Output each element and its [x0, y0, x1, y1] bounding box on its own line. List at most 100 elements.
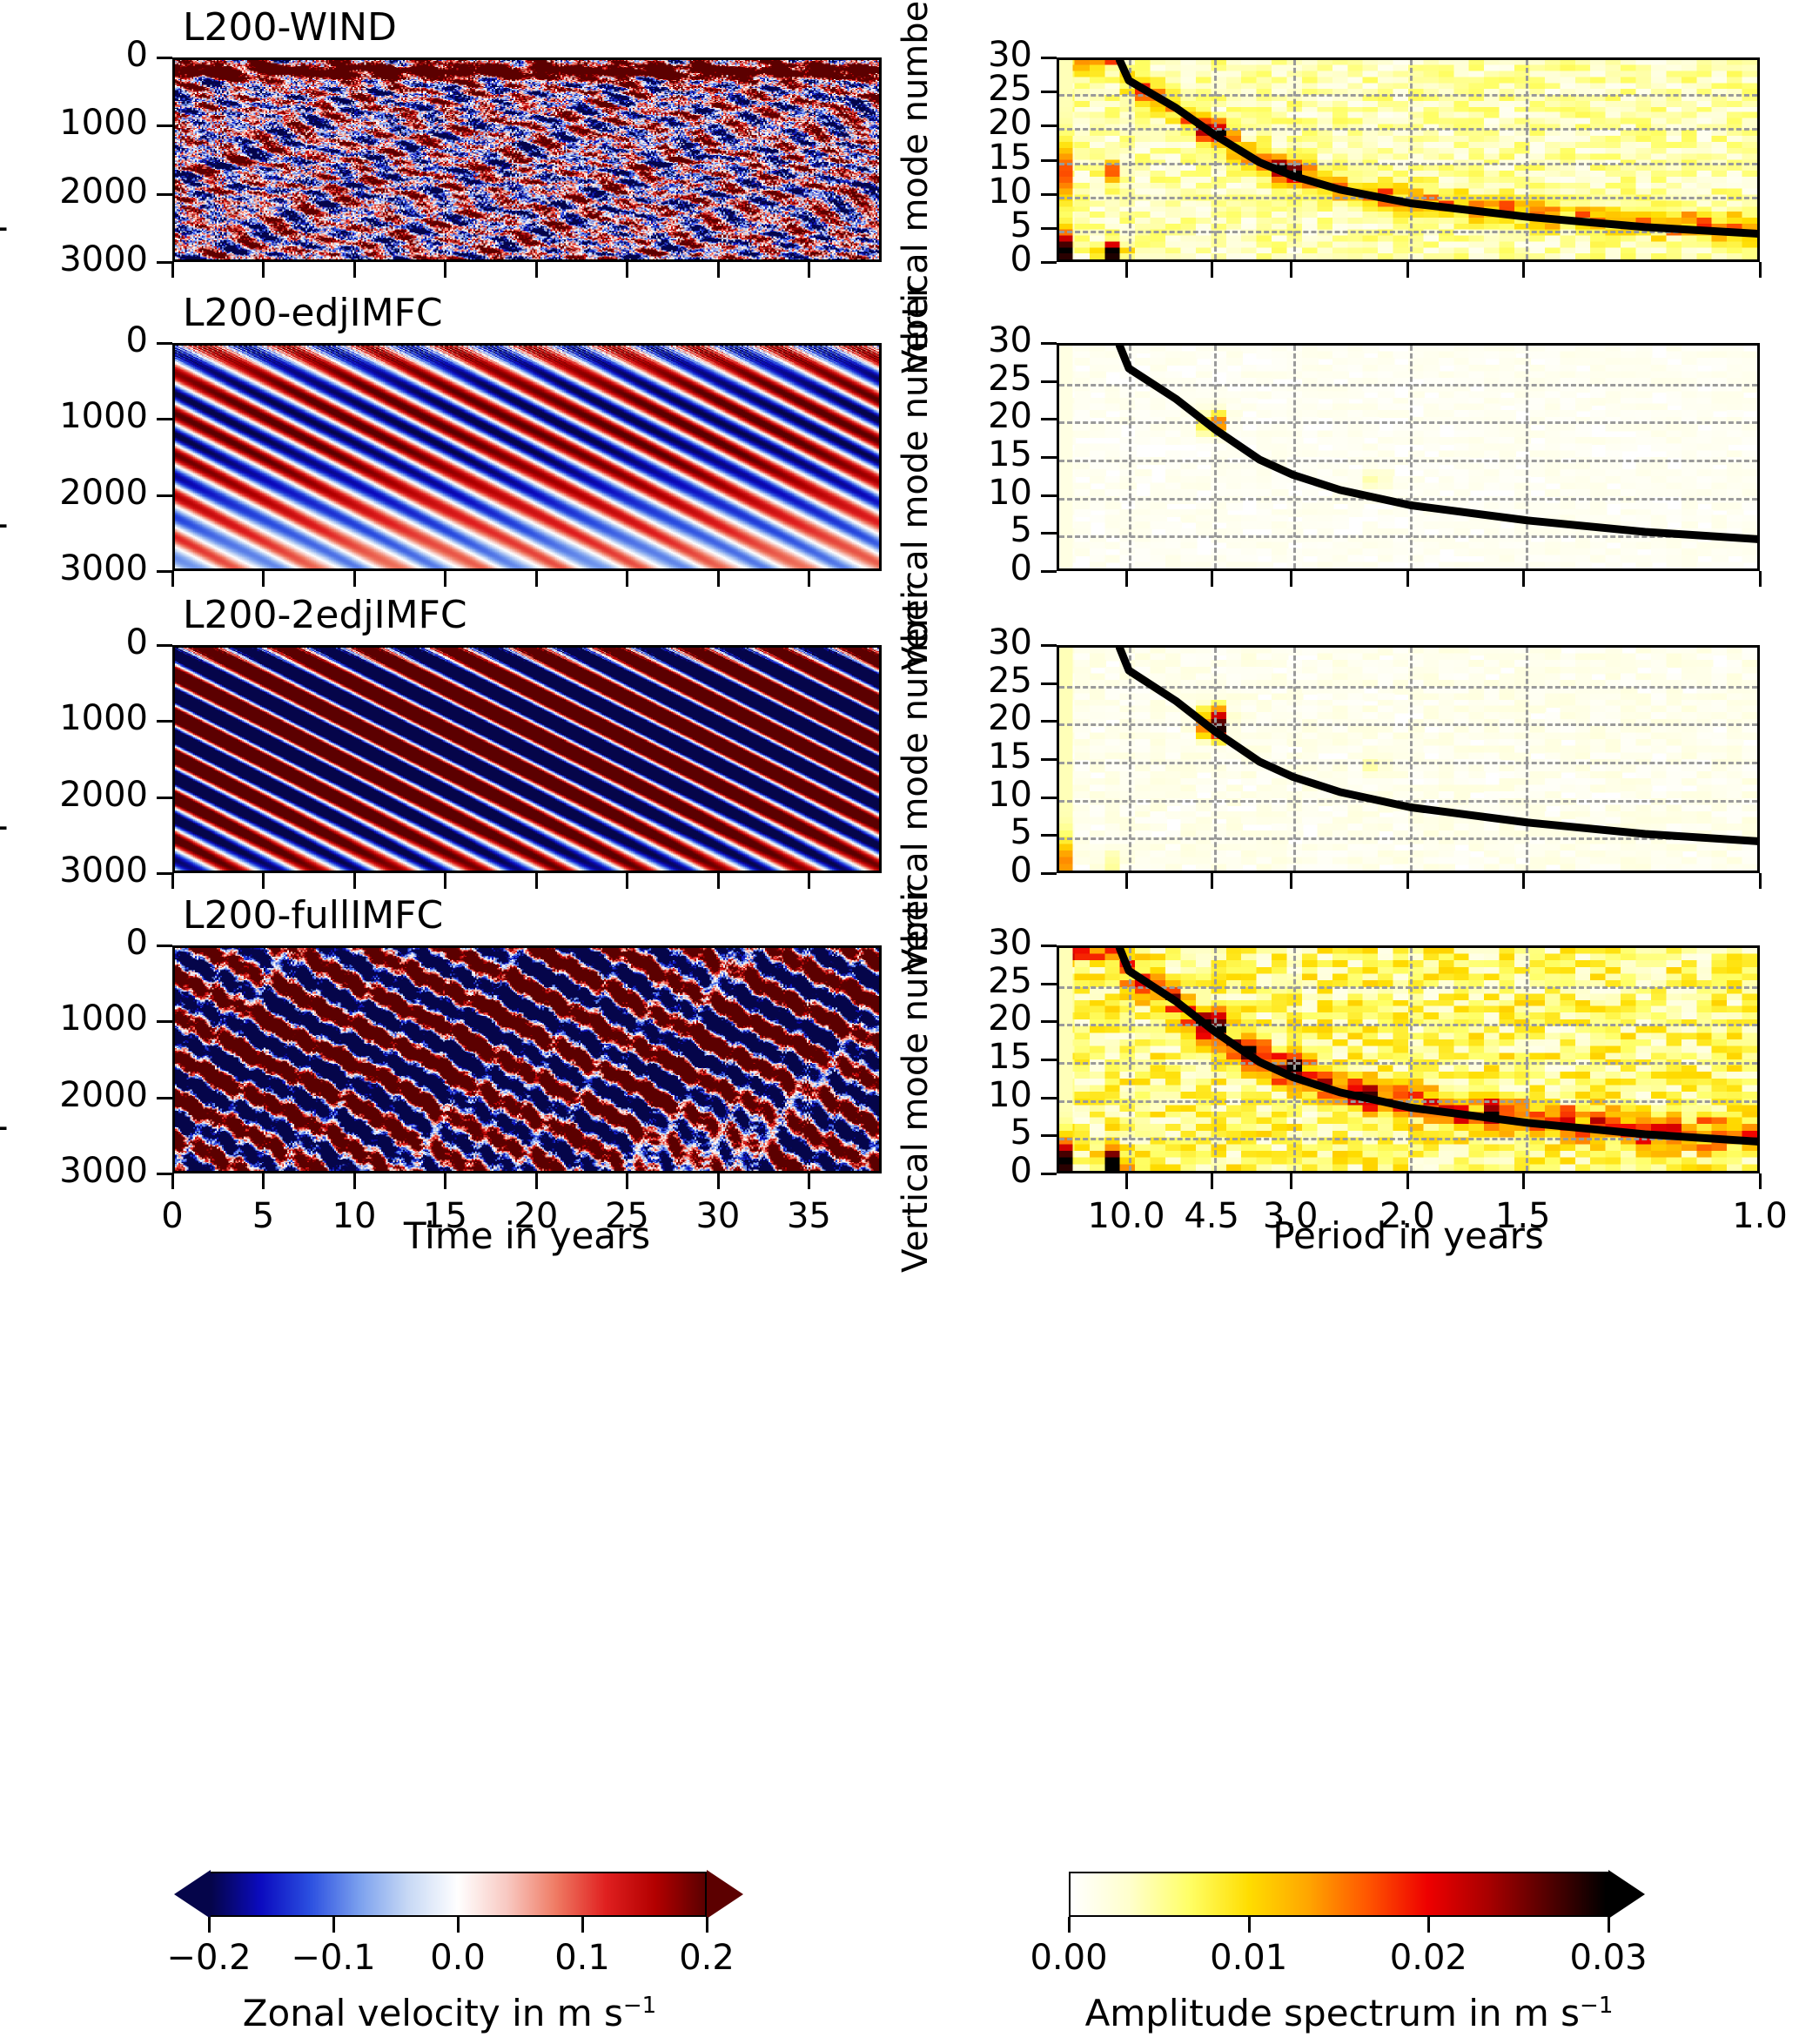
left-ytick-label: 2000	[59, 171, 148, 212]
right-ytick-label: 25	[988, 358, 1032, 399]
left-ytick-label: 1000	[59, 103, 148, 144]
spectrum-gridline-v	[1214, 60, 1218, 259]
right-ytick-label: 0	[1010, 851, 1032, 891]
right-ytick-mark	[1041, 261, 1057, 264]
right-xtick-mark	[1124, 873, 1128, 889]
spectrum-gridline-v	[1292, 648, 1296, 871]
right-xtick-mark	[1759, 262, 1762, 278]
spectrum-gridline-v	[1525, 948, 1528, 1171]
left-xtick-mark	[262, 1173, 265, 1189]
right-xtick-label: 10.0	[1087, 1196, 1165, 1236]
hovmoeller-panel-3	[172, 645, 882, 873]
left-ytick-mark	[157, 720, 172, 723]
right-ytick-label: 30	[988, 35, 1032, 75]
left-xtick-mark	[352, 571, 356, 587]
right-xtick-mark	[1289, 262, 1292, 278]
right-xtick-mark	[1759, 571, 1762, 587]
left-ytick-label: 3000	[59, 239, 148, 279]
right-xtick-mark	[1289, 1173, 1292, 1189]
left-yaxis-label: Depth in m	[0, 987, 8, 1181]
right-ytick-label: 15	[988, 434, 1032, 474]
left-xtick-mark	[534, 873, 538, 889]
left-xtick-mark	[171, 262, 174, 278]
right-ytick-mark	[1041, 91, 1057, 94]
left-xtick-label: 0	[161, 1196, 184, 1236]
left-ytick-mark	[157, 872, 172, 875]
right-ytick-mark	[1041, 192, 1057, 196]
right-ytick-mark	[1041, 834, 1057, 837]
left-ytick-mark	[157, 192, 172, 196]
zonal-velocity-colorbar	[209, 1872, 707, 1917]
left-ytick-label: 0	[125, 923, 148, 963]
right-xtick-mark	[1211, 571, 1214, 587]
left-xtick-label: 30	[695, 1196, 741, 1236]
right-xtick-mark	[1521, 873, 1525, 889]
dispersion-curve-1	[1115, 60, 1757, 238]
left-xtick-mark	[534, 262, 538, 278]
right-ytick-mark	[1041, 532, 1057, 535]
left-xtick-mark	[352, 873, 356, 889]
right-ytick-mark	[1041, 945, 1057, 947]
colorbar-right-arrow-icon	[707, 1870, 743, 1919]
zonal-colorbar-tick-mark	[332, 1917, 335, 1933]
amplitude-spectrum-colorbar-label: Amplitude spectrum in m s−1	[899, 1992, 1799, 2034]
zonal-velocity-colorbar-label-text: Zonal velocity in m s	[242, 1992, 623, 2034]
left-xtick-mark	[262, 262, 265, 278]
right-ytick-mark	[1041, 57, 1057, 59]
right-xtick-mark	[1521, 262, 1525, 278]
zonal-colorbar-tick-label: 0.2	[679, 1938, 735, 1978]
left-ytick-mark	[157, 261, 172, 264]
right-ytick-mark	[1041, 1020, 1057, 1024]
amplitude-colorbar-tick-label: 0.00	[1030, 1938, 1108, 1978]
right-xtick-mark	[1521, 1173, 1525, 1189]
left-ytick-mark	[157, 1020, 172, 1024]
spectrum-gridline-h	[1059, 535, 1757, 539]
right-xtick-mark	[1759, 873, 1762, 889]
right-ytick-mark	[1041, 456, 1057, 459]
right-ytick-mark	[1041, 1096, 1057, 1099]
left-xtick-mark	[626, 1173, 629, 1189]
left-ytick-label: 2000	[59, 472, 148, 513]
right-ytick-mark	[1041, 982, 1057, 985]
hovmoeller-panel-4	[172, 945, 882, 1173]
right-ytick-label: 20	[988, 998, 1032, 1039]
spectrum-gridline-v	[1409, 948, 1413, 1171]
hovmoeller-panel-2	[172, 343, 882, 571]
hovmoeller-image-4	[175, 948, 879, 1171]
right-ytick-mark	[1041, 682, 1057, 685]
left-xtick-mark	[808, 1173, 811, 1189]
colorbar-left-arrow-icon	[174, 1870, 211, 1919]
spectrum-gridline-v	[1409, 648, 1413, 871]
left-ytick-mark	[157, 570, 172, 573]
spectrum-gridline-v	[1409, 60, 1413, 259]
spectrum-panel-1	[1057, 57, 1760, 262]
left-yaxis-label: Depth in m	[0, 687, 8, 881]
right-ytick-label: 25	[988, 69, 1032, 110]
right-xtick-mark	[1124, 262, 1128, 278]
hovmoeller-panel-1	[172, 57, 882, 262]
right-ytick-label: 15	[988, 736, 1032, 777]
left-xtick-mark	[716, 873, 720, 889]
right-xtick-mark	[1211, 1173, 1214, 1189]
dispersion-curve-3	[1115, 648, 1757, 845]
spectrum-gridline-h	[1059, 497, 1757, 501]
left-ytick-label: 2000	[59, 1074, 148, 1115]
spectrum-gridline-h	[1059, 383, 1757, 387]
spectrum-gridline-h	[1059, 162, 1757, 165]
dispersion-curve-2	[1115, 346, 1757, 543]
zonal-colorbar-tick-label: −0.1	[291, 1938, 376, 1978]
amplitude-colorbar-tick-mark	[1068, 1917, 1071, 1933]
right-ytick-mark	[1041, 570, 1057, 573]
left-xtick-mark	[808, 262, 811, 278]
spectrum-gridline-h	[1059, 94, 1757, 97]
right-xtick-mark	[1521, 571, 1525, 587]
left-ytick-mark	[157, 418, 172, 421]
spectrum-gridline-v	[1128, 60, 1131, 259]
right-ytick-label: 0	[1010, 1151, 1032, 1191]
right-xtick-mark	[1406, 873, 1409, 889]
right-yaxis-label: Vertical mode number	[896, 885, 936, 1273]
dispersion-curve-4	[1115, 948, 1757, 1146]
right-ytick-mark	[1041, 872, 1057, 875]
left-ytick-label: 1000	[59, 698, 148, 739]
right-ytick-mark	[1041, 226, 1057, 230]
